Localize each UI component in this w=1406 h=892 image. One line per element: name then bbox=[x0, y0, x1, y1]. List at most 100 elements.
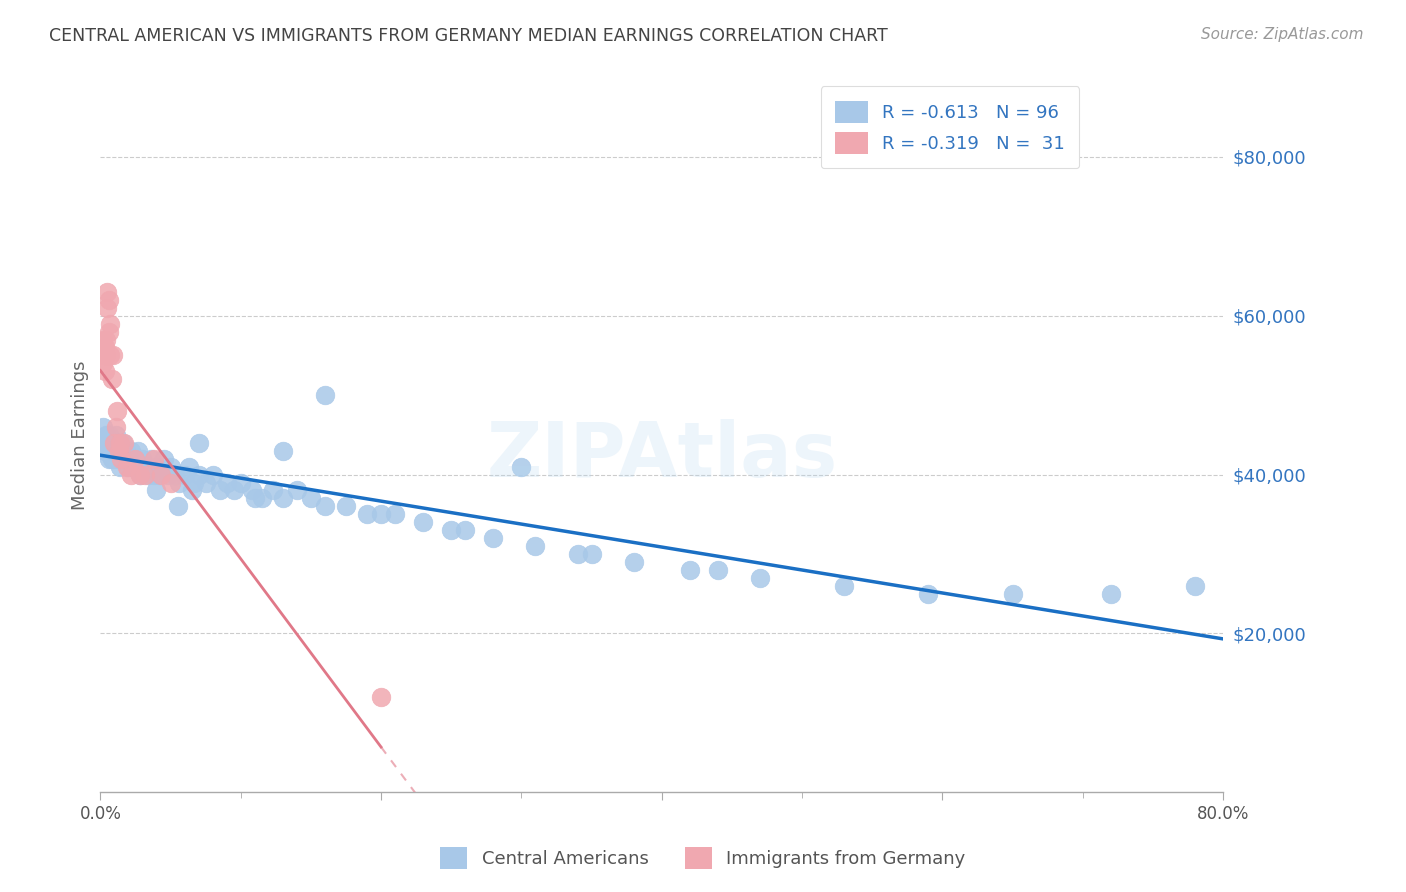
Point bbox=[142, 451, 165, 466]
Point bbox=[832, 579, 855, 593]
Point bbox=[91, 333, 114, 347]
Point bbox=[167, 475, 190, 490]
Point bbox=[114, 443, 136, 458]
Point bbox=[177, 459, 200, 474]
Point bbox=[94, 348, 117, 362]
Text: Source: ZipAtlas.com: Source: ZipAtlas.com bbox=[1201, 27, 1364, 42]
Legend: Central Americans, Immigrants from Germany: Central Americans, Immigrants from Germa… bbox=[432, 838, 974, 879]
Point bbox=[124, 451, 146, 466]
Point bbox=[131, 451, 153, 466]
Point bbox=[96, 435, 118, 450]
Point bbox=[111, 435, 134, 450]
Point bbox=[917, 587, 939, 601]
Point bbox=[134, 459, 156, 474]
Point bbox=[136, 467, 159, 482]
Point bbox=[96, 443, 118, 458]
Point bbox=[138, 459, 160, 474]
Point bbox=[118, 451, 141, 466]
Point bbox=[163, 467, 186, 482]
Point bbox=[107, 443, 129, 458]
Point bbox=[240, 483, 263, 498]
Point bbox=[440, 523, 463, 537]
Point bbox=[93, 341, 115, 355]
Point bbox=[93, 435, 115, 450]
Point bbox=[134, 467, 156, 482]
Point bbox=[145, 483, 167, 498]
Point bbox=[110, 451, 132, 466]
Point bbox=[581, 547, 603, 561]
Point bbox=[183, 475, 205, 490]
Point bbox=[194, 475, 217, 490]
Point bbox=[454, 523, 477, 537]
Point bbox=[173, 467, 195, 482]
Point bbox=[101, 443, 124, 458]
Point bbox=[125, 459, 148, 474]
Point bbox=[103, 443, 125, 458]
Point bbox=[370, 508, 392, 522]
Point bbox=[335, 500, 357, 514]
Point bbox=[180, 483, 202, 498]
Text: CENTRAL AMERICAN VS IMMIGRANTS FROM GERMANY MEDIAN EARNINGS CORRELATION CHART: CENTRAL AMERICAN VS IMMIGRANTS FROM GERM… bbox=[49, 27, 889, 45]
Point bbox=[707, 563, 730, 577]
Point bbox=[101, 348, 124, 362]
Point bbox=[101, 451, 124, 466]
Point bbox=[166, 500, 188, 514]
Point bbox=[94, 428, 117, 442]
Point bbox=[229, 475, 252, 490]
Point bbox=[250, 491, 273, 506]
Point bbox=[90, 435, 112, 450]
Point bbox=[96, 285, 118, 299]
Point bbox=[215, 475, 238, 490]
Point bbox=[105, 404, 128, 418]
Point bbox=[104, 428, 127, 442]
Point bbox=[100, 451, 122, 466]
Point bbox=[145, 459, 167, 474]
Point bbox=[104, 420, 127, 434]
Point bbox=[1001, 587, 1024, 601]
Point bbox=[156, 467, 179, 482]
Point bbox=[152, 451, 174, 466]
Point bbox=[127, 443, 149, 458]
Point bbox=[94, 333, 117, 347]
Point bbox=[1099, 587, 1122, 601]
Text: ZIPAtlas: ZIPAtlas bbox=[486, 419, 838, 493]
Point bbox=[115, 451, 138, 466]
Point bbox=[262, 483, 284, 498]
Point bbox=[124, 451, 146, 466]
Point bbox=[108, 459, 131, 474]
Point bbox=[285, 483, 308, 498]
Point bbox=[93, 443, 115, 458]
Point bbox=[139, 451, 162, 466]
Point bbox=[98, 348, 121, 362]
Point bbox=[105, 435, 128, 450]
Point bbox=[96, 301, 118, 315]
Point bbox=[108, 435, 131, 450]
Point bbox=[107, 451, 129, 466]
Point bbox=[187, 467, 209, 482]
Point bbox=[482, 531, 505, 545]
Point bbox=[120, 467, 142, 482]
Point bbox=[98, 317, 121, 331]
Point bbox=[94, 443, 117, 458]
Point bbox=[208, 483, 231, 498]
Point bbox=[128, 467, 150, 482]
Point bbox=[524, 539, 547, 553]
Point bbox=[1184, 579, 1206, 593]
Point bbox=[97, 451, 120, 466]
Point bbox=[121, 459, 143, 474]
Point bbox=[115, 459, 138, 474]
Point bbox=[187, 435, 209, 450]
Point bbox=[243, 491, 266, 506]
Point bbox=[100, 435, 122, 450]
Point bbox=[112, 435, 135, 450]
Point bbox=[412, 515, 434, 529]
Point bbox=[623, 555, 645, 569]
Point bbox=[93, 364, 115, 378]
Point bbox=[314, 388, 336, 402]
Point bbox=[103, 435, 125, 450]
Point bbox=[271, 491, 294, 506]
Point bbox=[222, 483, 245, 498]
Point bbox=[749, 571, 772, 585]
Point bbox=[120, 443, 142, 458]
Point bbox=[91, 356, 114, 370]
